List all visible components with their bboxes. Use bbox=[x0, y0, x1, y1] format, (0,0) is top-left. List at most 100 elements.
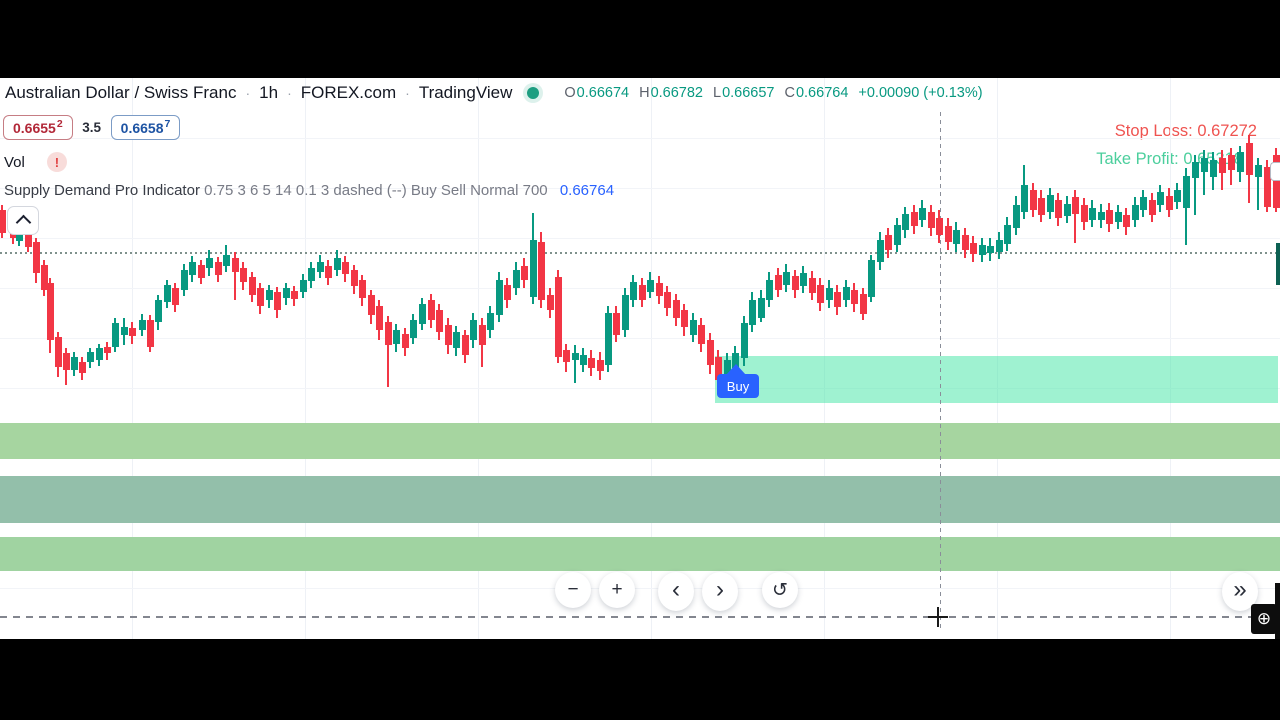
warning-icon[interactable]: ! bbox=[46, 152, 67, 172]
chevron-up-icon bbox=[15, 214, 31, 231]
candle-body bbox=[1064, 204, 1071, 216]
candle-body bbox=[223, 255, 230, 266]
candle-body bbox=[479, 325, 486, 345]
candle-body bbox=[96, 348, 103, 360]
candle-body bbox=[698, 325, 705, 344]
candle-body bbox=[283, 288, 290, 298]
candle-body bbox=[538, 242, 545, 300]
indicator-value: 0.66764 bbox=[559, 182, 615, 199]
candle-body bbox=[266, 290, 273, 300]
candle-body bbox=[521, 266, 528, 280]
candle-body bbox=[1021, 185, 1028, 212]
candle-body bbox=[300, 280, 307, 292]
candle-body bbox=[1030, 190, 1037, 210]
candle-body bbox=[639, 285, 646, 300]
symbol-name[interactable]: Australian Dollar / Swiss Franc bbox=[5, 83, 237, 102]
candle-body bbox=[240, 268, 247, 282]
gridline-horizontal bbox=[0, 188, 1280, 189]
gridline-horizontal bbox=[0, 588, 1280, 589]
candle-body bbox=[580, 355, 587, 365]
collapse-legend-button[interactable] bbox=[7, 206, 39, 235]
candle-body bbox=[1166, 196, 1173, 210]
candle-body bbox=[996, 240, 1003, 252]
candle-body bbox=[181, 270, 188, 290]
candle-wick bbox=[1194, 155, 1196, 215]
candle-body bbox=[16, 232, 23, 241]
candle-body bbox=[715, 357, 722, 380]
candle-body bbox=[962, 235, 969, 250]
candle-body bbox=[385, 322, 392, 345]
gridline-vertical bbox=[651, 78, 652, 639]
candle-body bbox=[588, 358, 595, 368]
candle-body bbox=[555, 277, 562, 357]
candle-body bbox=[911, 212, 918, 226]
scroll-left-button[interactable]: ‹ bbox=[658, 572, 694, 611]
candle-body bbox=[530, 240, 537, 297]
market-status-dot bbox=[527, 87, 540, 99]
candle-body bbox=[987, 246, 994, 253]
zoom-out-button[interactable]: − bbox=[555, 572, 591, 608]
sell-bid-button[interactable]: 0.6655 2 bbox=[3, 115, 73, 140]
candle-body bbox=[800, 273, 807, 286]
candle-body bbox=[741, 323, 748, 358]
candle-body bbox=[563, 350, 570, 362]
candle-body bbox=[826, 288, 833, 300]
crosshair-horizontal-line bbox=[0, 616, 1280, 618]
candle-body bbox=[732, 353, 739, 368]
candle-body bbox=[928, 212, 935, 228]
candle-body bbox=[945, 226, 952, 242]
candle-body bbox=[673, 300, 680, 318]
separator-dot: · bbox=[245, 85, 251, 101]
scroll-right-button[interactable]: › bbox=[702, 572, 738, 611]
candle-body bbox=[462, 335, 469, 355]
candle-body bbox=[257, 288, 264, 306]
zone-demand-2 bbox=[0, 476, 1280, 523]
candle-body bbox=[775, 275, 782, 290]
candle-body bbox=[766, 280, 773, 300]
zone-buy-entry bbox=[715, 356, 1278, 403]
indicator-legend-row[interactable]: Supply Demand Pro Indicator 0.75 3 6 5 1… bbox=[4, 182, 614, 199]
candle-body bbox=[690, 320, 697, 335]
candle-body bbox=[953, 230, 960, 244]
crosshair-target-button[interactable]: ⊕ bbox=[1251, 604, 1277, 634]
candle-body bbox=[317, 262, 324, 272]
candle-body bbox=[613, 313, 620, 335]
candle-body bbox=[274, 292, 281, 310]
candle-body bbox=[445, 325, 452, 345]
chart-area[interactable]: Stop Loss: 0.67272 Take Profit: 0.65318 … bbox=[0, 78, 1280, 639]
gridline-horizontal bbox=[0, 338, 1280, 339]
volume-label[interactable]: Vol bbox=[4, 153, 25, 171]
candle-body bbox=[894, 225, 901, 245]
candle-body bbox=[1004, 225, 1011, 244]
crosshair-cursor bbox=[928, 607, 948, 627]
candle-body bbox=[33, 242, 40, 273]
candle-body bbox=[902, 214, 909, 230]
candle-body bbox=[41, 265, 48, 290]
candle-body bbox=[428, 300, 435, 320]
candle-body bbox=[809, 278, 816, 293]
indicator-params: 0.75 3 6 5 14 0.1 3 dashed (--) Buy Sell… bbox=[204, 182, 548, 199]
gridline-horizontal bbox=[0, 238, 1280, 239]
candle-body bbox=[79, 362, 86, 373]
candle-body bbox=[55, 337, 62, 367]
candle-body bbox=[1089, 208, 1096, 220]
gridline-horizontal bbox=[0, 138, 1280, 139]
symbol-title-row: Australian Dollar / Swiss Franc · 1h · F… bbox=[5, 83, 983, 103]
volume-legend-row: Vol ! bbox=[4, 152, 67, 172]
zoom-in-button[interactable]: + bbox=[599, 572, 635, 608]
interval-label[interactable]: 1h bbox=[259, 83, 279, 102]
stop-loss-label: Stop Loss: 0.67272 bbox=[1114, 122, 1257, 140]
buy-ask-button[interactable]: 0.6658 7 bbox=[110, 115, 181, 140]
broker-label[interactable]: FOREX.com bbox=[300, 83, 397, 102]
candle-body bbox=[342, 262, 349, 274]
candle-body bbox=[164, 285, 171, 302]
candle-body bbox=[368, 295, 375, 315]
candle-body bbox=[1228, 155, 1235, 170]
candle-body bbox=[325, 266, 332, 278]
candle-body bbox=[868, 260, 875, 297]
candle-body bbox=[1106, 210, 1113, 224]
candle-body bbox=[1192, 162, 1199, 178]
reset-view-button[interactable]: ↺ bbox=[762, 572, 798, 608]
candle-body bbox=[664, 292, 671, 308]
